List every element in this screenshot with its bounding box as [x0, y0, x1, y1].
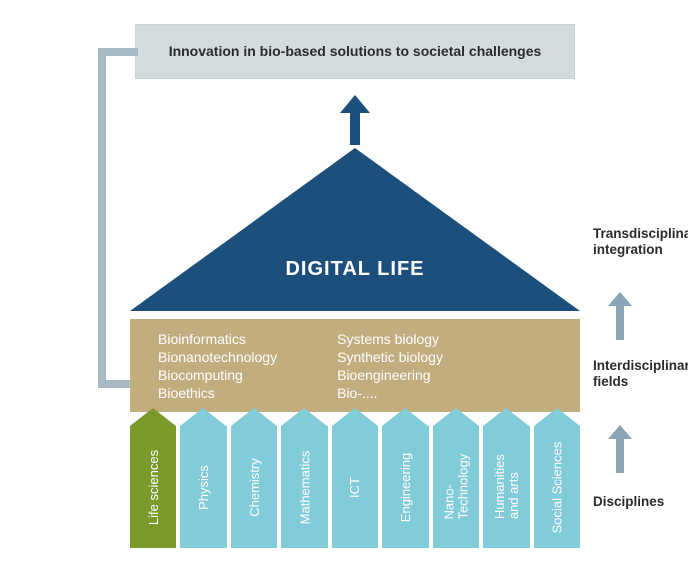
interdisciplinary-band: Bioinformatics Bionanotechnology Biocomp…: [130, 319, 580, 412]
roof-label: DIGITAL LIFE: [130, 258, 580, 281]
mid-col-right: Systems biology Synthetic biology Bioeng…: [337, 331, 443, 412]
discipline-picket: ICT: [332, 408, 378, 548]
annotation-interdisciplinary: Interdisciplinaryfields: [593, 358, 688, 390]
discipline-picket: Engineering: [382, 408, 428, 548]
discipline-picket: Chemistry: [231, 408, 277, 548]
discipline-label: Chemistry: [247, 458, 262, 517]
discipline-label: Nano-Technology: [442, 454, 469, 520]
mid-item: Bioethics: [158, 385, 277, 401]
annotation-disciplines: Disciplines: [593, 494, 664, 510]
mid-item: Bionanotechnology: [158, 349, 277, 365]
discipline-picket: Mathematics: [281, 408, 327, 548]
mid-item: Synthetic biology: [337, 349, 443, 365]
mid-item: Bioengineering: [337, 367, 443, 383]
roof-to-top-arrow: [340, 95, 370, 145]
arrow-inter-to-trans: [608, 292, 632, 340]
mid-item: Biocomputing: [158, 367, 277, 383]
discipline-label: Humanitiesand arts: [493, 454, 520, 519]
mid-item: Bioinformatics: [158, 331, 277, 347]
discipline-label: Social Sciences: [549, 441, 564, 533]
discipline-label: Engineering: [398, 452, 413, 521]
discipline-picket: Life sciences: [130, 408, 176, 548]
mid-col-left: Bioinformatics Bionanotechnology Biocomp…: [158, 331, 277, 412]
discipline-picket: Nano-Technology: [433, 408, 479, 548]
mid-item: Systems biology: [337, 331, 443, 347]
discipline-label: Mathematics: [297, 450, 312, 524]
discipline-label: ICT: [347, 477, 362, 498]
gap-roof-mid: [130, 311, 580, 319]
discipline-label: Life sciences: [146, 449, 161, 524]
arrow-disc-to-inter: [608, 425, 632, 473]
discipline-pickets-row: Life sciences Physics Chemistry Mathematics…: [130, 408, 580, 548]
discipline-picket: Social Sciences: [534, 408, 580, 548]
top-innovation-box: Innovation in bio-based solutions to soc…: [135, 24, 575, 79]
discipline-picket: Physics: [180, 408, 226, 548]
annotation-transdisciplinary: Transdisciplinaryintegration: [593, 226, 688, 258]
discipline-label: Physics: [196, 465, 211, 510]
mid-item: Bio-....: [337, 385, 443, 401]
top-innovation-text: Innovation in bio-based solutions to soc…: [169, 42, 542, 60]
roof-triangle: DIGITAL LIFE: [130, 148, 580, 311]
discipline-picket: Humanitiesand arts: [483, 408, 529, 548]
